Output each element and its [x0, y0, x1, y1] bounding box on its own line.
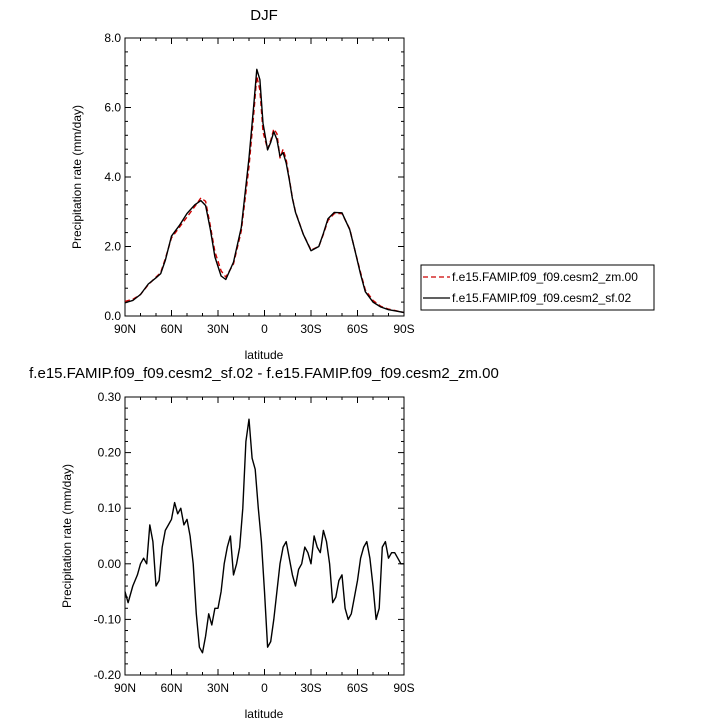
bottom-y-tick-label: 0.30 — [98, 390, 122, 404]
bottom-x-tick-label: 30S — [300, 681, 321, 695]
top-y-axis-label: Precipitation rate (mm/day) — [70, 105, 84, 249]
bottom-series-group — [124, 418, 404, 654]
top-y-tick-label: 8.0 — [104, 31, 121, 45]
bottom-y-tick-label: -0.20 — [94, 668, 122, 682]
top-series-group — [124, 68, 405, 314]
legend-frame — [420, 264, 655, 311]
top-chart-title: DJF — [250, 7, 278, 24]
top-y-tick-label: 2.0 — [104, 240, 121, 254]
bottom-x-tick-label: 90N — [114, 681, 136, 695]
top-x-tick-label: 90S — [393, 322, 414, 336]
top-x-tick-label: 30N — [207, 322, 229, 336]
top-x-tick-label: 30S — [300, 322, 321, 336]
top-x-tick-label: 90N — [114, 322, 136, 336]
bottom-x-axis: 90N 60N 30N 0 30S 60S 90S — [114, 397, 415, 695]
legend-label-sf: f.e15.FAMIP.f09_f09.cesm2_sf.02 — [452, 291, 632, 305]
top-series-line-0 — [124, 75, 405, 314]
legend-label-zm: f.e15.FAMIP.f09_f09.cesm2_zm.00 — [452, 270, 638, 284]
bottom-x-tick-label: 30N — [207, 681, 229, 695]
top-x-tick-label: 60S — [347, 322, 368, 336]
bottom-chart-title: f.e15.FAMIP.f09_f09.cesm2_sf.02 - f.e15.… — [29, 365, 499, 382]
top-x-tick-label: 0 — [261, 322, 268, 336]
bottom-x-tick-label: 60N — [160, 681, 182, 695]
bottom-y-axis: -0.20 -0.10 0.00 0.10 0.20 0.30 — [94, 390, 404, 682]
bottom-plot-frame — [124, 396, 405, 676]
bottom-x-axis-label: latitude — [245, 707, 284, 721]
top-x-tick-label: 60N — [160, 322, 182, 336]
top-x-axis: 90N 60N 30N 0 30S 60S 90S — [114, 38, 415, 336]
bottom-y-tick-label: 0.00 — [98, 557, 122, 571]
bottom-y-tick-label: 0.20 — [98, 446, 122, 460]
top-plot-frame — [124, 37, 405, 317]
bottom-series-line-0 — [124, 418, 404, 654]
top-y-tick-label: 0.0 — [104, 309, 121, 323]
bottom-x-tick-label: 60S — [347, 681, 368, 695]
top-y-tick-label: 4.0 — [104, 170, 121, 184]
bottom-y-axis-label: Precipitation rate (mm/day) — [60, 464, 74, 608]
bottom-y-tick-label: -0.10 — [94, 612, 122, 626]
bottom-x-tick-label: 90S — [393, 681, 414, 695]
top-y-axis: 0.0 2.0 4.0 6.0 8.0 — [104, 31, 404, 323]
bottom-x-tick-label: 0 — [261, 681, 268, 695]
top-y-tick-label: 6.0 — [104, 101, 121, 115]
legend: f.e15.FAMIP.f09_f09.cesm2_zm.00 f.e15.FA… — [420, 264, 655, 311]
top-series-line-1 — [124, 68, 405, 314]
top-x-axis-label: latitude — [245, 348, 284, 362]
bottom-y-tick-label: 0.10 — [98, 501, 122, 515]
